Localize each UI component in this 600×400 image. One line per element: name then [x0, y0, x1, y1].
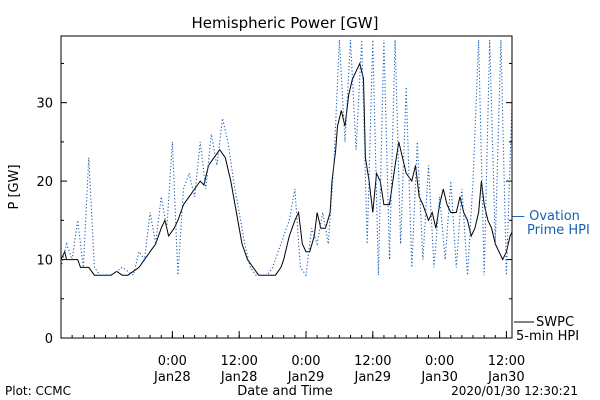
legend-ovation-line2: Prime HPI — [527, 223, 590, 238]
y-tick-label: 20 — [36, 175, 53, 190]
plot-timestamp: 2020/01/30 12:30:21 — [451, 384, 578, 398]
x-tick-label-date: Jan29 — [354, 370, 392, 385]
legend-swpc-line1: SWPC — [536, 315, 574, 330]
x-tick-label-time: 0:00 — [158, 354, 187, 369]
y-tick-label: 30 — [36, 97, 53, 112]
y-axis-label: P [GW] — [7, 164, 22, 209]
x-axis-label: Date and Time — [237, 384, 333, 399]
x-tick-label-date: Jan29 — [287, 370, 325, 385]
swpc-series-line — [61, 62, 512, 276]
x-tick-label-date: Jan28 — [153, 370, 191, 385]
y-tick-label: 10 — [36, 254, 53, 269]
x-tick-label-date: Jan30 — [487, 370, 525, 385]
x-tick-label-time: 12:00 — [220, 354, 257, 369]
chart-title: Hemispheric Power [GW] — [192, 14, 379, 32]
x-tick-label-time: 12:00 — [354, 354, 391, 369]
x-tick-label-time: 0:00 — [291, 354, 320, 369]
x-tick-label-time: 12:00 — [488, 354, 525, 369]
x-tick-label-date: Jan30 — [420, 370, 458, 385]
x-tick-label-time: 0:00 — [425, 354, 454, 369]
legend-swpc-line2: 5-min HPI — [516, 329, 579, 344]
plot-area: 01020300:00Jan2812:00Jan280:00Jan2912:00… — [36, 39, 525, 385]
plot-credit: Plot: CCMC — [5, 384, 71, 398]
legend-ovation-line1: — Ovation — [512, 209, 580, 224]
plot-frame — [60, 35, 513, 339]
x-tick-label-date: Jan28 — [220, 370, 258, 385]
ovation-prime-series-line — [61, 39, 512, 277]
y-tick-label: 0 — [45, 332, 53, 347]
